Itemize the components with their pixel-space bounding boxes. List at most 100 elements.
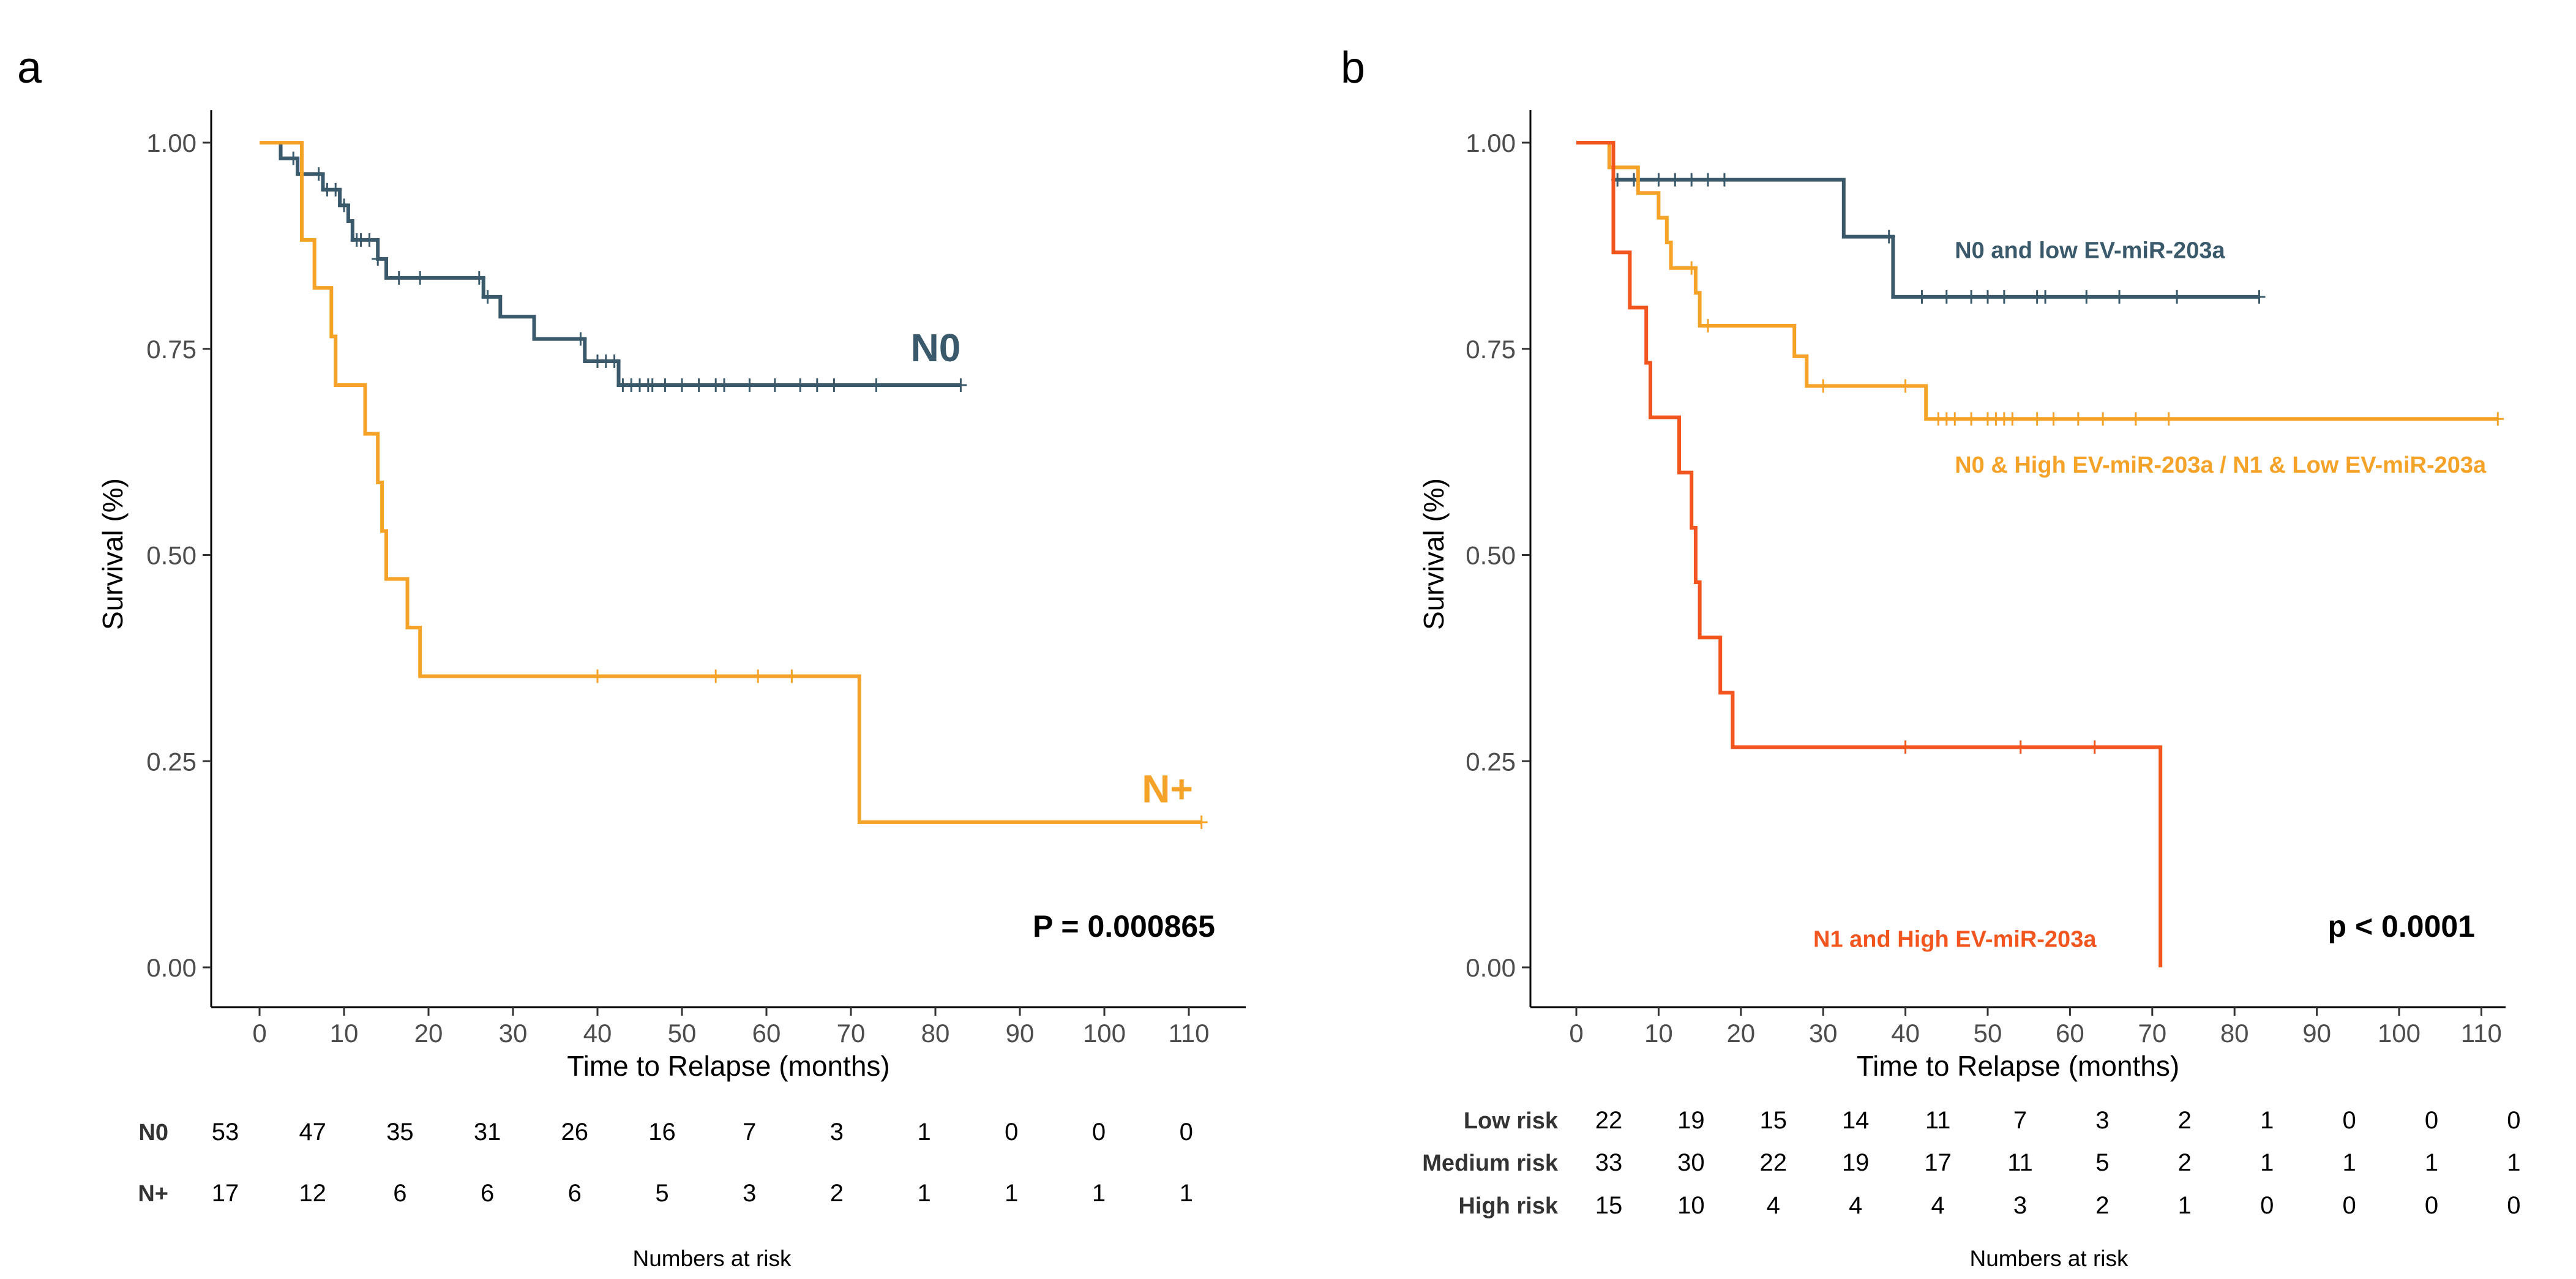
risk-value: 33 (1595, 1149, 1623, 1176)
risk-value: 1 (1092, 1180, 1106, 1207)
risk-value: 1 (2342, 1149, 2356, 1176)
censor-mark (2006, 412, 2019, 426)
survival-curve (1576, 141, 2260, 299)
risk-value: 4 (1931, 1192, 1944, 1219)
x-tick-label: 0 (1569, 1019, 1583, 1048)
x-tick-label: 50 (668, 1019, 697, 1048)
risk-value: 1 (2178, 1192, 2192, 1219)
risk-row-label: N0 (138, 1120, 168, 1146)
risk-table-caption: Numbers at risk (632, 1246, 792, 1271)
x-tick-label: 30 (499, 1019, 528, 1048)
y-tick-label: 0.25 (146, 747, 197, 776)
x-tick-label: 100 (1083, 1019, 1126, 1048)
series-label: N0 & High EV-miR-203a / N1 & Low EV-miR-… (1955, 452, 2487, 478)
series-label: N0 (911, 326, 961, 370)
risk-value: 4 (1767, 1192, 1780, 1219)
censor-mark (1685, 173, 1698, 187)
series-label: N0 and low EV-miR-203a (1955, 238, 2225, 264)
censor-mark (1718, 173, 1731, 187)
censor-mark (811, 378, 823, 392)
risk-value: 1 (1005, 1180, 1018, 1207)
x-tick-label: 110 (2461, 1019, 2502, 1048)
series-n1-and-high-ev-mir-203a: N1 and High EV-miR-203a (1576, 141, 2163, 967)
y-tick-label: 1.00 (146, 129, 197, 157)
risk-value: 1 (917, 1119, 930, 1146)
risk-value: 2 (830, 1180, 844, 1207)
survival-curve (1576, 141, 2498, 421)
risk-table: N0 53 47 35 31 26 16 7 3 1 0 0 0N+ 17 12 6 6 6 5 3 2 1 1 1 1Numb… (138, 1119, 1193, 1271)
censor-mark (591, 669, 604, 683)
risk-value: 5 (2095, 1149, 2109, 1176)
x-tick-label: 50 (1974, 1019, 2002, 1048)
x-tick-label: 60 (2056, 1019, 2084, 1048)
x-tick-label: 90 (1006, 1019, 1035, 1048)
risk-value: 6 (393, 1180, 406, 1207)
censor-mark (2097, 412, 2110, 426)
censor-mark (2129, 412, 2142, 426)
risk-row-label: Medium risk (1422, 1150, 1559, 1176)
series-n0: N0 (260, 141, 967, 392)
risk-value: 26 (561, 1119, 589, 1146)
x-tick-label: 80 (2220, 1019, 2249, 1048)
risk-value: 15 (1595, 1192, 1623, 1219)
censor-mark (1899, 740, 1912, 754)
censor-mark (473, 271, 485, 285)
censor-mark (392, 271, 405, 285)
risk-value: 0 (2342, 1107, 2356, 1134)
x-tick-label: 100 (2378, 1019, 2421, 1048)
panel-a: a0.000.250.500.751.000 10 20 30 40 50 60 70 80 90… (17, 43, 1246, 1271)
risk-value: 6 (568, 1180, 582, 1207)
risk-value: 14 (1842, 1107, 1870, 1134)
risk-value: 17 (212, 1180, 239, 1207)
censor-mark (2031, 412, 2043, 426)
risk-value: 1 (917, 1180, 930, 1207)
risk-value: 0 (2507, 1107, 2520, 1134)
censor-mark (312, 167, 325, 181)
censor-mark (608, 354, 621, 368)
p-value: P = 0.000865 (1033, 909, 1215, 943)
y-tick-label: 0.25 (1466, 747, 1516, 776)
y-tick-label: 0.00 (146, 953, 197, 982)
risk-row-label: Low risk (1464, 1108, 1559, 1134)
censor-mark (710, 669, 722, 683)
risk-value: 3 (2095, 1107, 2109, 1134)
risk-value: 11 (1925, 1107, 1951, 1134)
risk-value: 30 (1677, 1149, 1705, 1176)
x-tick-label: 20 (414, 1019, 443, 1048)
survival-curve (260, 141, 1202, 824)
censor-mark (1702, 173, 1715, 187)
y-tick-label: 0.50 (146, 541, 197, 570)
censor-mark (2014, 740, 2027, 754)
censor-mark (1882, 230, 1895, 244)
risk-value: 7 (743, 1119, 756, 1146)
risk-value: 11 (2007, 1149, 2033, 1176)
x-tick-label: 80 (921, 1019, 950, 1048)
risk-value: 0 (1180, 1119, 1193, 1146)
risk-row-label: N+ (138, 1181, 168, 1207)
risk-value: 3 (830, 1119, 844, 1146)
risk-row-label: High risk (1458, 1193, 1558, 1219)
censor-mark (1965, 412, 1978, 426)
censor-mark (718, 378, 730, 392)
censor-mark (768, 378, 781, 392)
censor-mark (692, 378, 705, 392)
censor-mark (2072, 412, 2084, 426)
risk-value: 0 (2260, 1192, 2274, 1219)
risk-value: 0 (2425, 1192, 2438, 1219)
censor-mark (1998, 290, 2010, 304)
y-tick-label: 0.00 (1466, 953, 1516, 982)
y-axis-title: Survival (%) (1418, 478, 1450, 630)
risk-value: 1 (2425, 1149, 2438, 1176)
censor-mark (2113, 290, 2126, 304)
risk-value: 10 (1677, 1192, 1705, 1219)
censor-mark (1817, 379, 1830, 393)
risk-table-caption: Numbers at risk (1969, 1246, 2129, 1271)
risk-value: 1 (2260, 1107, 2274, 1134)
risk-value: 2 (2095, 1192, 2109, 1219)
y-tick-label: 0.75 (1466, 335, 1516, 364)
x-tick-label: 70 (837, 1019, 866, 1048)
censor-mark (2253, 290, 2266, 304)
risk-value: 16 (648, 1119, 676, 1146)
risk-value: 12 (299, 1180, 326, 1207)
censor-mark (329, 182, 342, 197)
